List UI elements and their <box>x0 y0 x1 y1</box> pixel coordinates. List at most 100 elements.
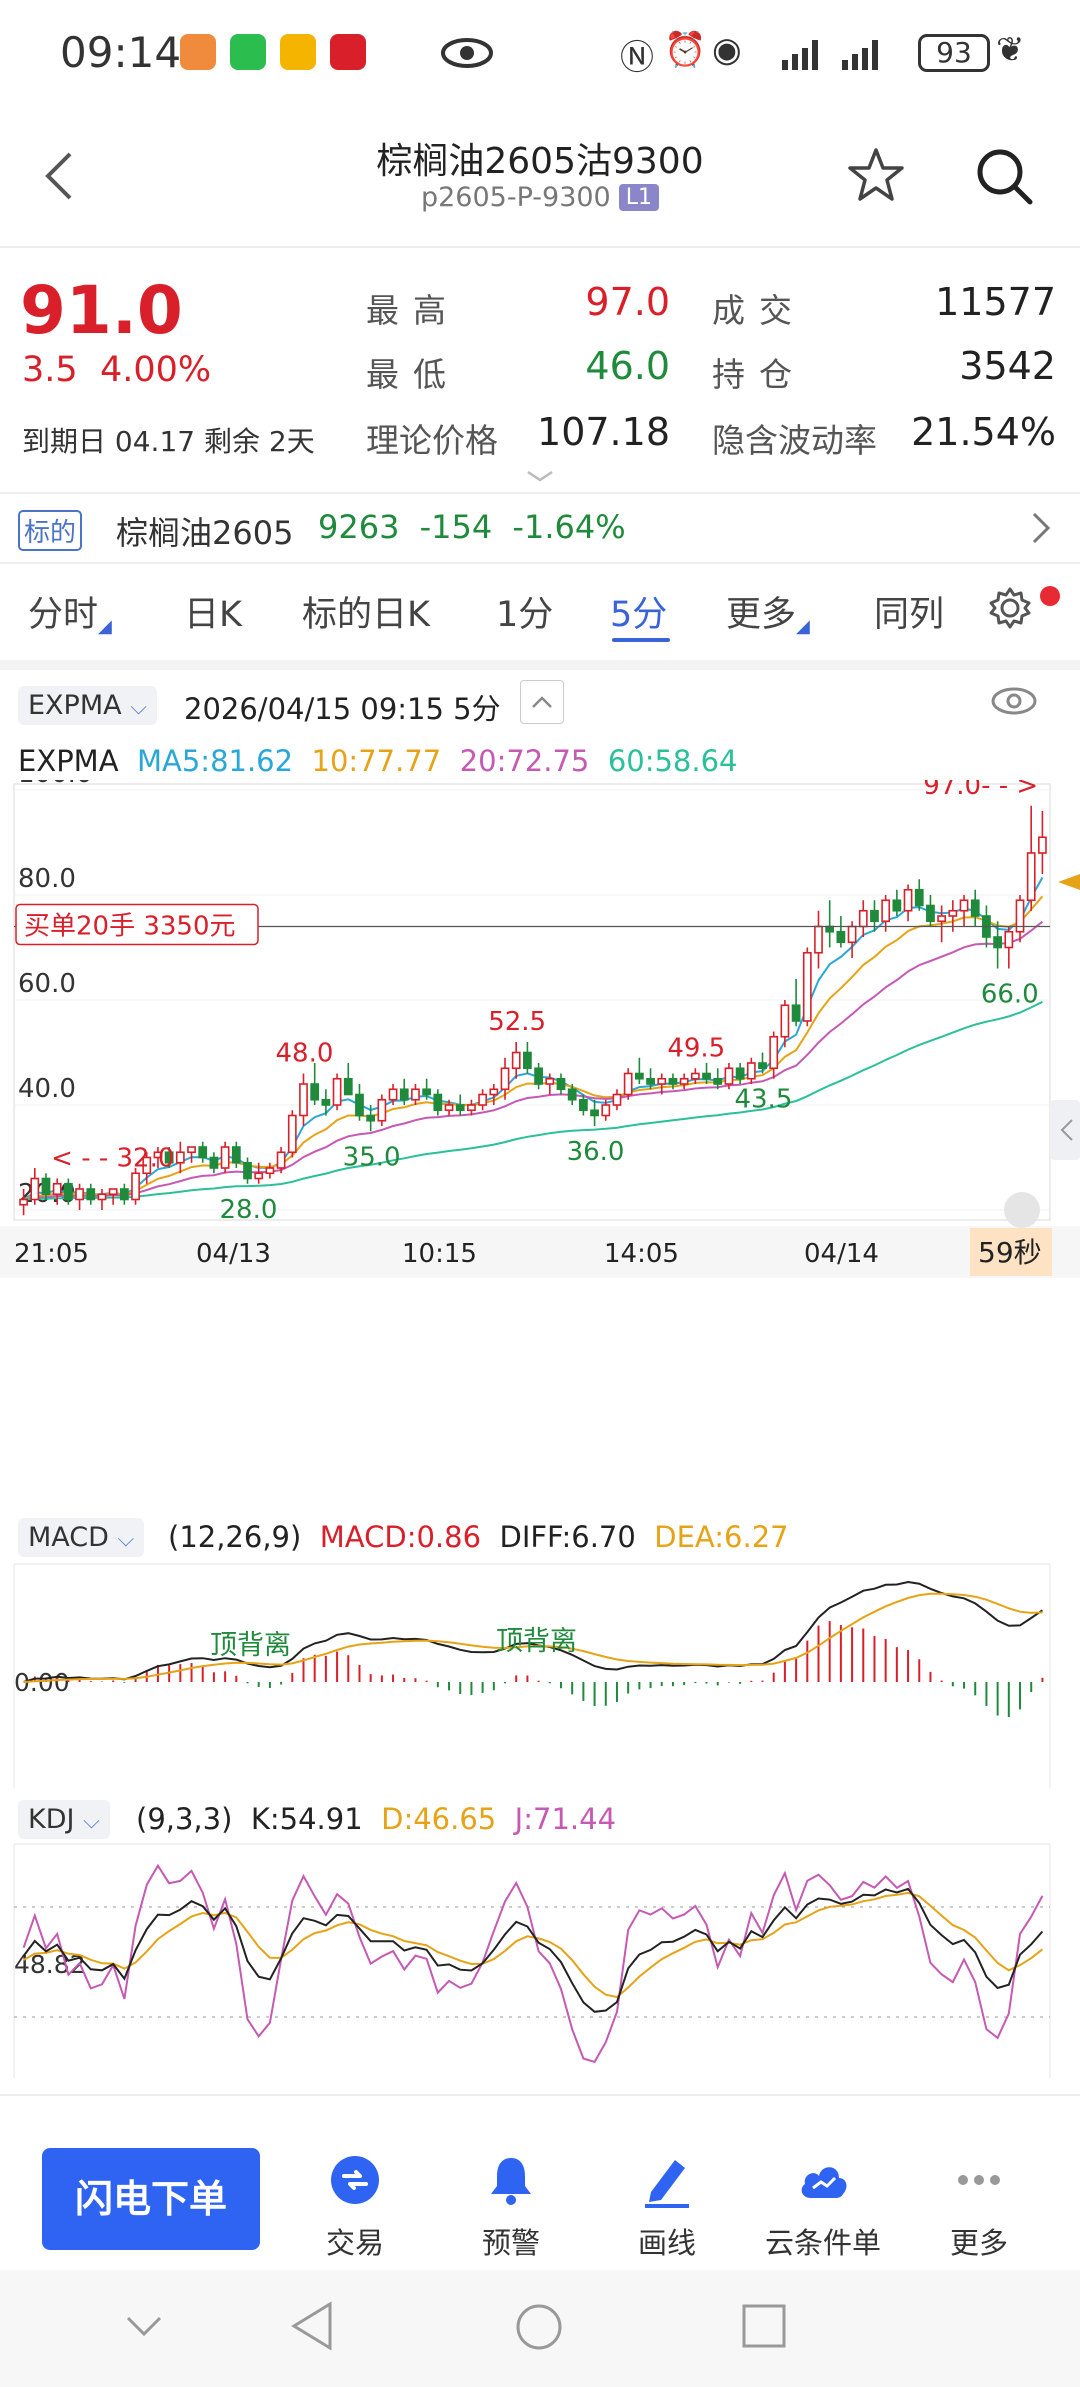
candle-body <box>164 1151 174 1164</box>
candle <box>198 1141 208 1163</box>
candle-body <box>444 1104 454 1112</box>
k-line <box>22 1887 1044 2013</box>
macd-chart[interactable]: 0.00 顶背离 顶背离 <box>0 1562 1080 1792</box>
indicator-name: EXPMA <box>28 690 122 721</box>
tab-5min[interactable]: 5分 <box>610 595 668 635</box>
candle <box>467 1099 476 1116</box>
low-label: 最低 <box>366 355 460 394</box>
nav-more[interactable]: 更多 <box>904 2150 1054 2262</box>
visibility-eye-icon[interactable] <box>990 684 1038 718</box>
tab-timeshare[interactable]: 分时◢ <box>28 586 112 637</box>
candle <box>713 1068 723 1090</box>
candle-body <box>690 1072 700 1080</box>
candle <box>578 1094 588 1116</box>
candle <box>937 905 947 943</box>
candle <box>209 1152 219 1174</box>
candle <box>131 1168 140 1205</box>
current-price-marker <box>1058 874 1080 890</box>
candle-body <box>175 1151 185 1164</box>
candle <box>276 1147 286 1174</box>
candle-body <box>343 1077 353 1096</box>
tab-more[interactable]: 更多◢ <box>726 586 810 637</box>
period-text: 5分 <box>453 692 501 726</box>
candle <box>30 1168 40 1205</box>
candle <box>455 1094 465 1116</box>
candle <box>175 1141 185 1174</box>
candle-body <box>299 1083 308 1117</box>
candle <box>612 1089 622 1111</box>
nav-label: 画线 <box>637 2226 696 2260</box>
d-value: D:46.65 <box>381 1802 497 1836</box>
macd-dropdown[interactable]: MACD ⌵ <box>18 1518 145 1557</box>
nav-label: 云条件单 <box>764 2226 881 2260</box>
back-icon[interactable] <box>44 150 74 202</box>
tab-underlying-daily-k[interactable]: 标的日K <box>302 595 430 635</box>
indicator-dropdown[interactable]: EXPMA ⌵ <box>18 686 157 725</box>
nav-trade[interactable]: 交易 <box>280 2150 430 2262</box>
candle-body <box>791 1004 801 1022</box>
collapse-button[interactable] <box>520 680 564 724</box>
search-icon[interactable] <box>974 146 1034 206</box>
nav-collapse-icon[interactable] <box>124 2314 164 2340</box>
remaining-label: 剩余 <box>204 425 261 458</box>
j-value: J:71.44 <box>514 1802 617 1836</box>
underlying-name: 棕榈油2605 <box>116 514 294 552</box>
flash-order-button[interactable]: 闪电下单 <box>42 2148 260 2250</box>
candle-body <box>500 1067 510 1091</box>
tab-1min[interactable]: 1分 <box>496 595 554 635</box>
candle <box>478 1089 488 1111</box>
candle <box>646 1068 655 1090</box>
expma-label: EXPMA <box>18 744 119 778</box>
candle-body <box>724 1067 734 1085</box>
battery-indicator: 93 <box>918 34 990 72</box>
x-tick-label: 04/13 <box>196 1239 271 1269</box>
nfc-icon: Ⓝ <box>620 38 654 78</box>
high-value: 97.0 <box>585 280 670 324</box>
diff-line <box>23 1580 1043 1683</box>
candle-body <box>187 1146 196 1154</box>
tab-same-series[interactable]: 同列 <box>874 595 945 635</box>
kdj-chart[interactable]: 48.82 <box>0 1842 1080 2082</box>
candle-body <box>287 1114 297 1154</box>
datetime-text: 2026/04/15 09:15 <box>184 692 444 726</box>
candle <box>366 1105 376 1132</box>
change-value: 3.5 <box>22 350 78 390</box>
tab-daily-k[interactable]: 日K <box>184 595 242 635</box>
candle <box>858 900 868 937</box>
candle-body <box>30 1177 40 1201</box>
settings-gear-icon[interactable] <box>988 586 1032 630</box>
candle-body <box>746 1062 756 1080</box>
candle <box>489 1084 499 1105</box>
nav-draw[interactable]: 画线 <box>592 2150 742 2262</box>
candle <box>164 1147 174 1168</box>
candle-body <box>567 1088 577 1101</box>
nav-cloud-order[interactable]: 云条件单 <box>748 2150 898 2262</box>
kdj-dropdown[interactable]: KDJ ⌵ <box>18 1800 110 1839</box>
menu-triangle-icon: ◢ <box>796 616 810 637</box>
low-value: 46.0 <box>585 344 670 388</box>
candle-body <box>937 915 947 923</box>
nav-back-icon[interactable] <box>290 2300 336 2352</box>
candle-body <box>545 1077 555 1085</box>
nav-recents-icon[interactable] <box>740 2302 788 2350</box>
y-tick-label: 80.0 <box>18 864 76 894</box>
candle-body <box>668 1077 678 1085</box>
underlying-row[interactable]: 标的 棕榈油2605 9263 -154 -1.64% <box>0 496 1080 562</box>
nav-home-icon[interactable] <box>514 2302 564 2352</box>
candle-body <box>769 1035 779 1070</box>
chevron-down-icon: ⌵ <box>117 1527 135 1552</box>
nav-alert[interactable]: 预警 <box>436 2150 586 2262</box>
tab-label: 分时 <box>28 595 99 635</box>
candle <box>142 1152 152 1184</box>
contract-code-text: p2605-P-9300 <box>420 182 611 213</box>
nav-label: 预警 <box>481 2226 540 2260</box>
candle-body <box>758 1062 767 1070</box>
ma60-line <box>23 1000 1043 1201</box>
candle <box>780 1000 790 1048</box>
more-icon <box>958 2175 1000 2185</box>
expand-icon[interactable] <box>524 468 556 484</box>
price-annotation: 48.0 <box>275 1039 333 1069</box>
star-icon[interactable] <box>846 146 906 206</box>
candle-body <box>478 1093 488 1106</box>
